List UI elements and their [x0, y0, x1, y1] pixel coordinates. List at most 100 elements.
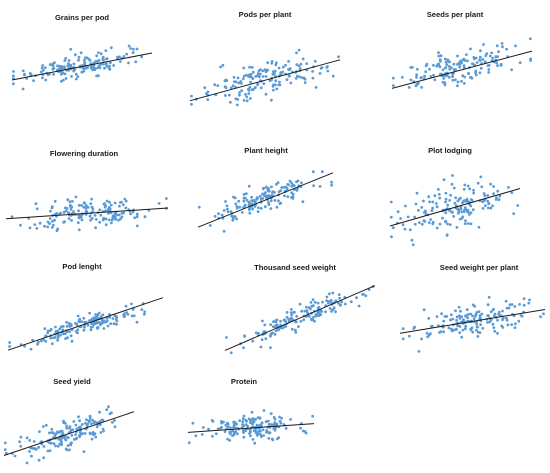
data-point: [91, 210, 95, 213]
data-point: [105, 408, 109, 412]
data-point: [249, 419, 252, 423]
data-point: [51, 223, 55, 227]
data-point: [53, 61, 56, 65]
data-point: [426, 335, 429, 339]
data-point: [285, 315, 289, 319]
data-point: [462, 187, 466, 191]
data-point: [290, 184, 294, 188]
data-point: [79, 51, 83, 55]
data-point: [105, 65, 109, 68]
data-point: [437, 324, 440, 327]
data-point: [415, 73, 418, 77]
data-point: [226, 210, 230, 214]
data-point: [417, 350, 421, 353]
data-point: [84, 206, 88, 210]
data-point: [206, 98, 210, 101]
data-point: [4, 451, 8, 455]
data-point: [72, 420, 76, 423]
data-point: [462, 82, 466, 85]
data-point: [471, 314, 474, 318]
data-point: [261, 75, 265, 78]
data-point: [464, 219, 467, 223]
data-point: [74, 77, 78, 81]
data-point: [143, 312, 146, 316]
data-point: [64, 209, 68, 213]
data-point: [325, 299, 328, 302]
data-point: [89, 218, 92, 222]
data-point: [50, 342, 54, 346]
data-point: [451, 75, 454, 78]
data-point: [320, 310, 324, 313]
data-point: [28, 450, 31, 453]
data-point: [236, 98, 240, 101]
data-point: [463, 222, 467, 226]
data-point: [270, 98, 273, 102]
data-point: [496, 64, 499, 68]
data-point: [295, 74, 299, 78]
data-point: [472, 56, 476, 59]
data-point: [271, 325, 275, 329]
panel-title: Thousand seed weight: [254, 263, 336, 272]
data-point: [275, 61, 278, 65]
data-point: [329, 299, 333, 303]
data-point: [76, 328, 80, 332]
data-point: [487, 202, 491, 206]
data-point: [267, 187, 270, 190]
data-point: [430, 324, 434, 328]
data-point: [448, 199, 451, 202]
data-point: [461, 74, 465, 78]
data-point: [103, 205, 107, 209]
data-point: [82, 205, 86, 209]
data-point: [250, 195, 254, 199]
data-point: [122, 55, 126, 58]
data-point: [190, 102, 193, 106]
data-point: [528, 298, 531, 302]
data-point: [102, 216, 105, 220]
data-point: [488, 54, 492, 58]
data-point: [60, 429, 64, 433]
data-point: [105, 199, 109, 203]
data-point: [254, 75, 258, 78]
data-point: [52, 442, 56, 446]
plot-area: [3, 405, 135, 465]
data-point: [486, 206, 490, 210]
data-point: [273, 199, 277, 202]
data-point: [446, 222, 449, 226]
data-point: [249, 434, 252, 438]
data-point: [439, 60, 442, 63]
data-point: [413, 222, 417, 226]
data-point: [491, 322, 495, 326]
data-point: [63, 59, 67, 62]
data-point: [451, 78, 455, 82]
data-point: [220, 213, 224, 217]
data-point: [111, 216, 115, 220]
data-point: [97, 321, 101, 324]
data-point: [213, 83, 217, 87]
data-point: [438, 331, 441, 334]
data-point: [295, 63, 299, 66]
data-point: [456, 324, 460, 328]
panel-seed-yield: Seed yield: [3, 377, 135, 465]
data-point: [251, 419, 255, 422]
data-point: [444, 66, 448, 70]
data-point: [272, 416, 276, 419]
data-point: [261, 428, 265, 432]
data-point: [95, 320, 99, 324]
data-point: [256, 430, 260, 434]
data-point: [432, 63, 435, 67]
data-point: [55, 229, 59, 233]
data-point: [364, 294, 368, 298]
data-point: [216, 84, 220, 87]
data-point: [460, 216, 464, 220]
data-point: [271, 438, 275, 442]
data-point: [68, 448, 71, 452]
data-point: [267, 437, 271, 440]
data-point: [444, 219, 448, 223]
data-point: [46, 449, 50, 453]
data-point: [297, 64, 301, 68]
data-point: [234, 80, 238, 84]
data-point: [466, 209, 470, 212]
data-point: [94, 67, 97, 70]
data-point: [272, 320, 275, 324]
data-point: [242, 346, 245, 350]
